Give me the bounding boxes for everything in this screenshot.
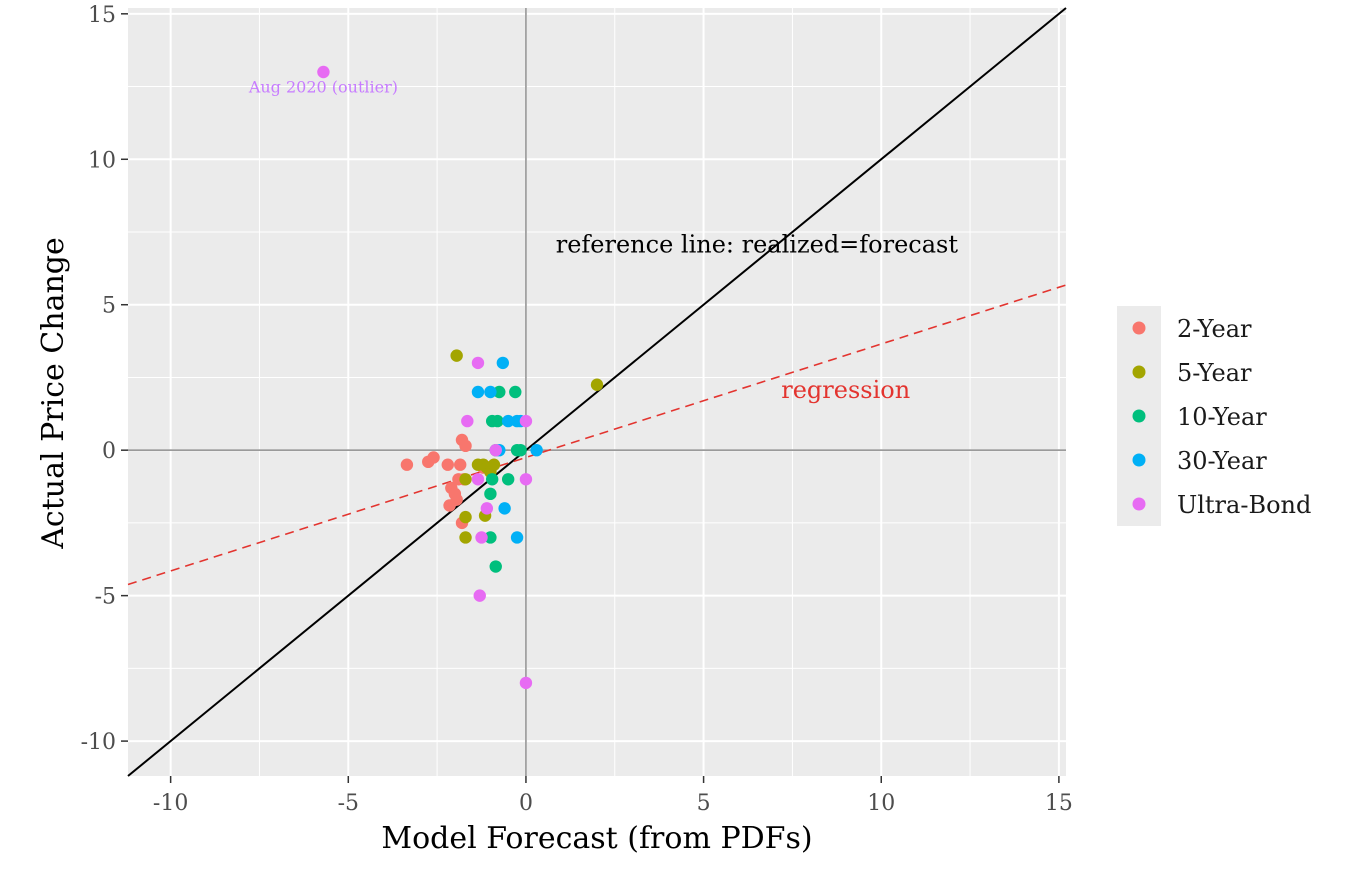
annotation-label: regression (781, 376, 910, 404)
y-tick-label: -5 (95, 585, 116, 610)
legend-key (1132, 321, 1146, 335)
data-point (441, 458, 454, 471)
legend-key (1132, 497, 1146, 511)
y-tick-label: 15 (88, 3, 116, 28)
legend-label: 5-Year (1177, 359, 1252, 387)
legend-key (1132, 453, 1146, 467)
legend-label: 2-Year (1177, 315, 1252, 343)
data-point (501, 414, 515, 428)
data-point (590, 378, 604, 391)
legend-label: Ultra-Bond (1177, 491, 1311, 519)
data-point (530, 443, 543, 457)
data-point (519, 414, 533, 428)
data-point (459, 531, 472, 544)
data-point (459, 510, 472, 524)
y-tick-label: -10 (81, 730, 116, 755)
data-point (485, 473, 499, 486)
data-point (489, 443, 502, 457)
fit-lines (127, 7, 1067, 777)
data-point (473, 589, 486, 602)
x-tick-label: -10 (153, 791, 188, 816)
legend-label: 30-Year (1177, 447, 1267, 475)
data-point (443, 499, 456, 512)
data-point (496, 356, 510, 370)
legend: 2-Year 5-Year 10-Year 30-Year Ultra-Bond (1117, 306, 1311, 526)
x-tick-label: 15 (1045, 791, 1073, 816)
x-tick-label: 5 (697, 791, 711, 816)
y-tick-label: 0 (102, 439, 116, 464)
annotation-label: reference line: realized=forecast (556, 230, 959, 258)
data-point (471, 385, 485, 399)
data-point (427, 451, 440, 464)
legend-key (1132, 409, 1146, 423)
data-point (471, 356, 485, 370)
data-point (489, 560, 502, 573)
data-point (484, 487, 497, 501)
data-point (317, 65, 330, 79)
data-points (317, 65, 604, 690)
data-point (459, 473, 472, 486)
data-point (459, 439, 472, 453)
data-point (519, 473, 533, 486)
data-point (484, 531, 497, 544)
reference-line (127, 7, 1067, 777)
data-point (509, 385, 522, 399)
data-point (475, 531, 488, 544)
data-point (501, 473, 515, 486)
annotations: Aug 2020 (outlier) reference line: realiz… (248, 77, 959, 403)
x-axis-ticks: -10 -5 0 5 10 15 (153, 776, 1073, 816)
x-axis-title: Model Forecast (from PDFs) (381, 821, 812, 856)
y-tick-label: 5 (102, 294, 116, 319)
y-axis-title: Actual Price Change (36, 237, 71, 550)
data-point (450, 349, 463, 362)
data-point (491, 414, 504, 428)
data-point (480, 502, 494, 515)
data-point (461, 414, 474, 428)
y-axis-ticks: -10 -5 0 5 10 15 (81, 3, 128, 755)
data-point (487, 458, 501, 471)
data-point (400, 458, 414, 471)
annotation-label: Aug 2020 (outlier) (248, 77, 398, 96)
legend-label: 10-Year (1177, 403, 1267, 431)
data-point (471, 473, 485, 486)
y-tick-label: 10 (88, 148, 116, 173)
data-point (493, 385, 506, 399)
data-point (519, 676, 533, 690)
minor-gridlines (128, 8, 1066, 776)
data-point (498, 502, 511, 515)
data-point (454, 458, 467, 471)
legend-key (1132, 365, 1146, 379)
data-point (510, 531, 524, 544)
x-tick-label: 0 (519, 791, 533, 816)
data-point (514, 443, 527, 457)
data-point (484, 385, 497, 399)
zero-lines (128, 8, 1066, 776)
x-tick-label: -5 (338, 791, 359, 816)
x-tick-label: 10 (867, 791, 895, 816)
